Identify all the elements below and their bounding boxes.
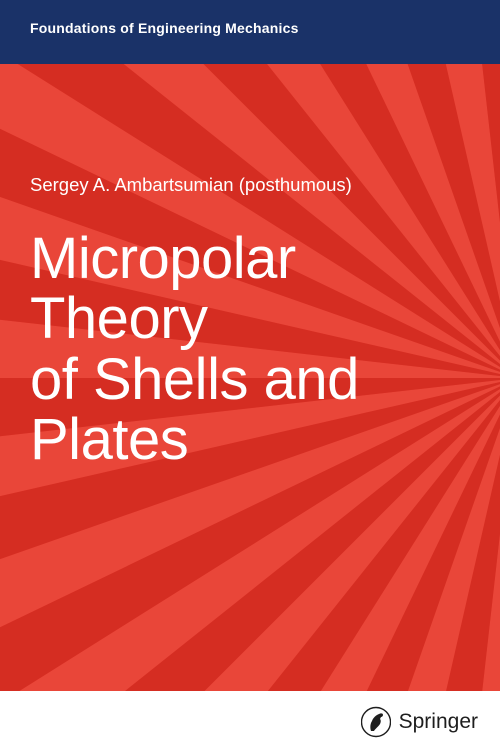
book-title: Micropolar Theory of Shells and Plates [30,229,359,470]
title-line: of Shells and [30,347,359,412]
publisher-block: Springer [361,706,478,738]
publisher-name: Springer [399,710,478,734]
author-name: Sergey A. Ambartsumian (posthumous) [30,174,352,196]
main-panel: Sergey A. Ambartsumian (posthumous) Micr… [0,64,500,691]
springer-horse-icon [361,706,391,738]
top-band: Foundations of Engineering Mechanics [0,0,500,64]
title-line: Theory [30,286,208,351]
series-label: Foundations of Engineering Mechanics [30,20,299,36]
bottom-band: Springer [0,691,500,753]
title-line: Plates [30,407,188,472]
title-line: Micropolar [30,226,296,291]
book-cover: Foundations of Engineering Mechanics Ser… [0,0,500,753]
